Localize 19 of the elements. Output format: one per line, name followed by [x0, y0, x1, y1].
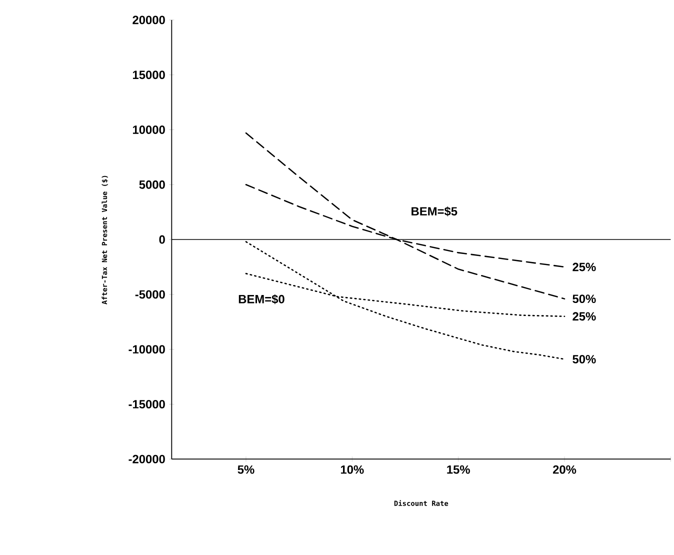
y-tick-label: 15000	[132, 70, 165, 80]
y-tick-label: 5000	[139, 180, 165, 189]
y-tick-label: 0	[159, 235, 165, 244]
y-tick-label: 10000	[132, 126, 165, 134]
annotation: BEM=$0	[238, 294, 284, 304]
series-label: 25%	[572, 262, 596, 272]
x-tick-label: 10%	[340, 465, 364, 474]
x-tick-label: 5%	[238, 465, 254, 474]
series-label: 25%	[572, 312, 596, 321]
y-tick-label: -20000	[128, 454, 165, 464]
series-label: 50%	[572, 294, 596, 304]
y-tick-label: 20000	[132, 16, 165, 24]
y-tick-label: -5000	[135, 290, 165, 299]
series-label: 50%	[572, 355, 596, 364]
y-tick-label: -15000	[128, 400, 165, 408]
x-tick-label: 15%	[447, 465, 470, 474]
x-tick-label: 20%	[552, 465, 576, 474]
y-tick-label: -10000	[128, 345, 165, 354]
annotation: BEM=$5	[412, 206, 458, 216]
